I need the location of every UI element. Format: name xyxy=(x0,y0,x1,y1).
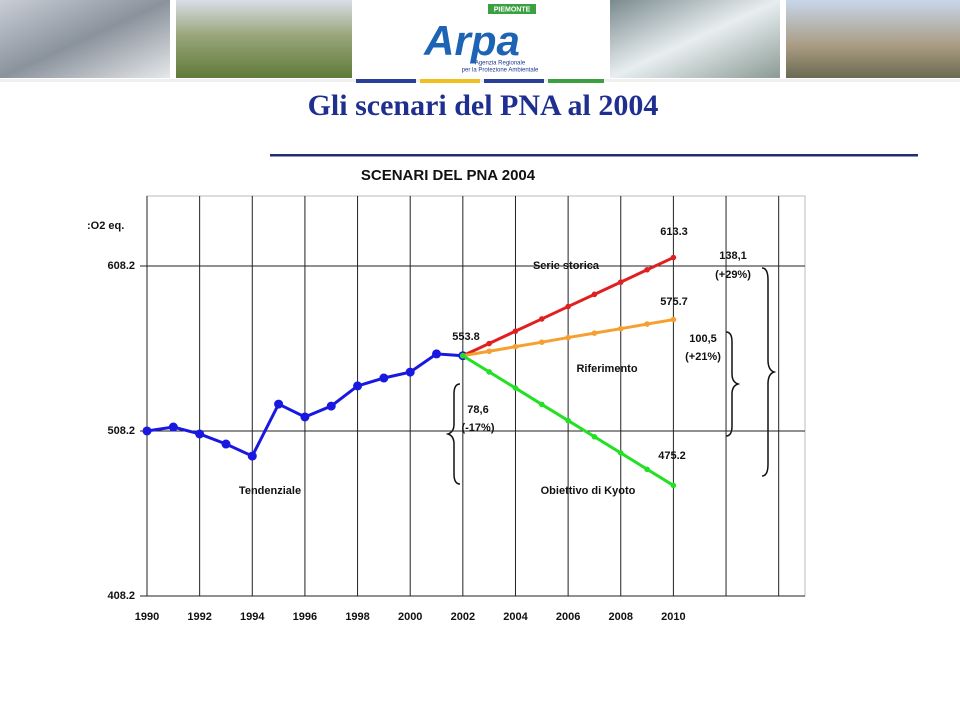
point xyxy=(617,325,624,332)
annotation: (+21%) xyxy=(685,351,721,363)
x-tick-label: 1996 xyxy=(293,611,317,623)
chart-title: SCENARI DEL PNA 2004 xyxy=(361,167,536,184)
point xyxy=(274,399,284,409)
point xyxy=(432,349,442,359)
x-tick-label: 2004 xyxy=(503,611,528,623)
point xyxy=(644,266,650,273)
header-bar xyxy=(548,79,604,83)
point xyxy=(247,451,257,461)
point xyxy=(379,373,389,383)
x-tick-label: 1998 xyxy=(345,611,369,623)
brace xyxy=(445,383,461,485)
point xyxy=(405,367,415,377)
header-photo xyxy=(610,0,780,78)
annotation: 138,1 xyxy=(719,250,747,262)
point xyxy=(591,330,598,336)
header-bar xyxy=(420,79,480,83)
logo-agency: Agenzia Regionale xyxy=(475,61,526,67)
point xyxy=(644,321,650,327)
x-tick-label: 2006 xyxy=(556,611,580,623)
series-label: Obiettivo di Kyoto xyxy=(541,485,636,497)
y-tick-label: 508.2 xyxy=(107,425,135,437)
point xyxy=(486,340,492,347)
point xyxy=(670,254,677,261)
annotation: (-17%) xyxy=(461,422,494,434)
point xyxy=(195,429,205,439)
chart-background xyxy=(87,160,845,640)
annotation: (+29%) xyxy=(715,269,751,281)
point xyxy=(591,433,598,440)
point xyxy=(565,334,571,341)
header-bar xyxy=(484,79,544,83)
logo-agency: per la Protezione Ambientale xyxy=(462,68,539,74)
logo: Arpa xyxy=(423,17,520,64)
point xyxy=(300,412,310,422)
point xyxy=(644,466,650,473)
logo-region: PIEMONTE xyxy=(494,6,531,13)
point xyxy=(617,450,624,456)
point xyxy=(486,369,492,375)
point xyxy=(539,316,545,322)
header-band: PIEMONTE Arpa Agenzia Regionale per la P… xyxy=(0,0,960,83)
brace xyxy=(761,267,777,477)
point xyxy=(512,328,519,334)
point xyxy=(565,417,571,424)
point xyxy=(512,385,519,391)
series-label: Tendenziale xyxy=(239,485,301,497)
series-label: Riferimento xyxy=(576,363,637,375)
point xyxy=(565,303,571,310)
point xyxy=(539,401,545,408)
point xyxy=(486,348,492,355)
header-photo xyxy=(0,0,170,78)
point xyxy=(591,291,598,298)
point xyxy=(539,339,545,346)
header-photo xyxy=(786,0,960,78)
x-tick-label: 1992 xyxy=(187,611,211,623)
x-tick-label: 2002 xyxy=(451,611,475,623)
x-tick-label: 1994 xyxy=(240,611,265,623)
annotation: 100,5 xyxy=(689,333,717,345)
y-tick-label: 408.2 xyxy=(107,590,135,602)
y-axis-label: :O2 eq. xyxy=(87,220,124,232)
header-bar xyxy=(356,79,416,83)
value-label: 575.7 xyxy=(660,296,688,308)
point xyxy=(460,352,466,359)
brace xyxy=(725,331,741,437)
x-tick-label: 2010 xyxy=(661,611,685,623)
braces xyxy=(445,267,777,485)
point xyxy=(617,279,624,285)
point xyxy=(221,439,231,449)
point xyxy=(353,381,363,391)
point xyxy=(670,316,677,323)
annotation: 78,6 xyxy=(467,404,488,416)
x-tick-label: 2000 xyxy=(398,611,422,623)
point xyxy=(512,343,519,350)
header-photo xyxy=(176,0,352,78)
x-tick-label: 1990 xyxy=(135,611,159,623)
slide-title: Gli scenari del PNA al 2004 xyxy=(308,89,659,122)
value-label: 613.3 xyxy=(660,226,688,238)
x-tick-label: 2008 xyxy=(609,611,633,623)
logo-tag xyxy=(488,4,536,14)
point xyxy=(326,401,336,411)
value-label: 553.8 xyxy=(452,331,480,343)
point xyxy=(670,482,677,489)
point xyxy=(168,422,178,432)
series-label: Serie storica xyxy=(533,260,600,272)
y-tick-label: 608.2 xyxy=(107,260,135,272)
value-label: 475.2 xyxy=(658,450,686,462)
title-rule xyxy=(270,154,918,157)
point xyxy=(142,426,152,436)
